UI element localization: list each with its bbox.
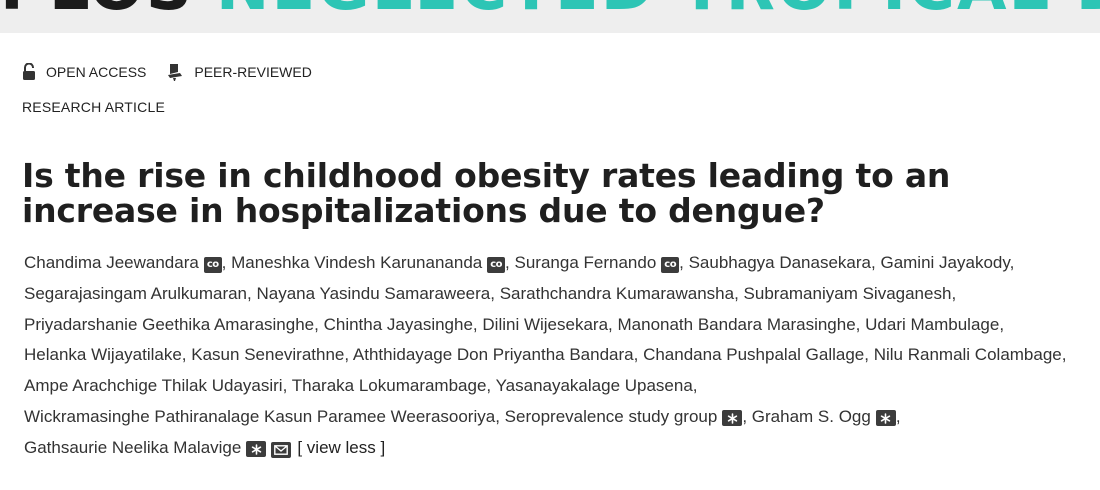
author-name[interactable]: Segarajasingam Arulkumaran <box>24 283 248 303</box>
author-entry: Chandima Jeewandara co, <box>24 253 227 273</box>
author-separator: , <box>490 283 495 303</box>
author-name[interactable]: Nayana Yasindu Samaraweera <box>256 283 491 303</box>
author-entry: Manonath Bandara Marasinghe, <box>618 315 861 334</box>
author-separator: , <box>999 314 1005 334</box>
author-separator: , <box>742 406 748 426</box>
author-separator: , <box>608 314 613 334</box>
author-separator: , <box>855 314 861 334</box>
author-separator: , <box>633 345 639 365</box>
author-name[interactable]: Dilini Wijesekara <box>482 314 609 334</box>
author-separator: , <box>282 376 288 396</box>
author-separator: , <box>472 314 478 334</box>
contributed-equally-tag[interactable]: co <box>487 257 506 273</box>
author-name[interactable]: Aththidayage Don Priyantha Bandara <box>352 345 634 365</box>
author-name[interactable]: Helanka Wijayatilake <box>24 345 182 365</box>
author-entry: Maneshka Vindesh Karunananda co, <box>231 253 510 273</box>
author-separator: , <box>505 253 510 272</box>
author-entry: Priyadarshanie Geethika Amarasinghe, <box>24 315 319 334</box>
author-name[interactable]: Tharaka Lokumarambage <box>291 376 487 396</box>
author-entry: Nilu Ranmali Colambage, <box>874 345 1067 364</box>
author-name[interactable]: Gamini Jayakody <box>880 253 1010 272</box>
author-name[interactable]: Maneshka Vindesh Karunananda <box>231 253 483 272</box>
author-entry: Aththidayage Don Priyantha Bandara, <box>353 345 638 364</box>
author-name[interactable]: Saubhagya Danasekara <box>688 253 871 272</box>
author-name[interactable]: Priyadarshanie Geethika Amarasinghe <box>24 314 315 334</box>
journal-banner[interactable]: PLOS NEGLECTED TROPICAL DISEASES <box>0 0 1100 33</box>
author-entry: Gamini Jayakody, <box>880 253 1014 272</box>
author-name[interactable]: Yasanayakalage Upasena <box>495 376 693 396</box>
peer-reviewed-label: PEER-REVIEWED <box>194 64 312 80</box>
author-separator: , <box>344 345 350 365</box>
author-separator: , <box>495 406 500 426</box>
peer-reviewed-badge: PEER-REVIEWED <box>166 62 312 82</box>
author-name[interactable]: Gathsaurie Neelika Malavige <box>24 437 242 457</box>
author-entry: Chintha Jayasinghe, <box>324 315 478 334</box>
view-less-link[interactable]: [ view less ] <box>297 437 386 457</box>
author-entry: Kasun Senevirathne, <box>191 345 349 364</box>
author-entry: Subramaniyam Sivaganesh, <box>744 284 957 303</box>
author-name[interactable]: Graham S. Ogg <box>751 406 871 426</box>
author-separator: , <box>864 345 869 365</box>
unlocked-padlock-icon <box>23 63 35 80</box>
open-access-label: OPEN ACCESS <box>46 64 147 80</box>
author-separator: , <box>1009 253 1015 272</box>
author-separator: , <box>1061 345 1067 365</box>
author-separator: , <box>247 283 252 303</box>
author-name[interactable]: Subramaniyam Sivaganesh <box>743 283 952 303</box>
author-name[interactable]: Wickramasinghe Pathiranalage Kasun Param… <box>24 406 496 426</box>
asterisk-icon[interactable] <box>722 410 743 427</box>
author-entry: Yasanayakalage Upasena, <box>496 376 698 395</box>
author-name[interactable]: Sarathchandra Kumarawansha <box>499 283 735 303</box>
peer-reviewed-icon <box>168 64 183 81</box>
author-entry: Ampe Arachchige Thilak Udayasiri, <box>24 376 287 395</box>
article-type: RESEARCH ARTICLE <box>22 99 165 115</box>
author-name[interactable]: Udari Mambulage <box>865 314 1000 334</box>
author-separator: , <box>692 376 698 396</box>
author-entry: Wickramasinghe Pathiranalage Kasun Param… <box>24 407 500 426</box>
plos-wordmark: PLOS <box>0 0 194 25</box>
author-entry: Graham S. Ogg, <box>751 406 901 427</box>
author-name[interactable]: Nilu Ranmali Colambage <box>873 345 1062 365</box>
author-entry: Seroprevalence study group, <box>504 406 748 427</box>
author-separator: , <box>314 314 319 334</box>
author-separator: , <box>951 283 957 303</box>
author-name[interactable]: Seroprevalence study group <box>504 406 718 426</box>
article-title: Is the rise in childhood obesity rates l… <box>22 156 951 230</box>
asterisk-icon[interactable] <box>875 410 896 427</box>
article-badges: OPEN ACCESS PEER-REVIEWED <box>22 62 332 82</box>
journal-logo: PLOSNEGLECTED TROPICAL DISEASES <box>0 0 1100 20</box>
author-name[interactable]: Kasun Senevirathne <box>191 345 345 365</box>
author-name[interactable]: Chandima Jeewandara <box>24 253 199 272</box>
author-separator: , <box>221 253 227 272</box>
author-entry: Sarathchandra Kumarawansha, <box>500 284 739 303</box>
author-list: Chandima Jeewandara co, Maneshka Vindesh … <box>24 248 1084 464</box>
author-entry: Udari Mambulage, <box>865 315 1004 334</box>
author-name[interactable]: Ampe Arachchige Thilak Udayasiri <box>24 376 283 396</box>
open-access-badge: OPEN ACCESS <box>22 63 146 81</box>
author-name[interactable]: Chandana Pushpalal Gallage <box>643 345 865 365</box>
author-entry: Segarajasingam Arulkumaran, <box>24 284 252 303</box>
author-entry: Dilini Wijesekara, <box>482 315 612 334</box>
author-entry: Tharaka Lokumarambage, <box>292 376 491 395</box>
author-entry: Suranga Fernando co, <box>514 253 684 273</box>
journal-name: NEGLECTED TROPICAL DISEASES <box>216 0 1100 25</box>
author-entry: Chandana Pushpalal Gallage, <box>643 345 869 364</box>
author-name[interactable]: Suranga Fernando <box>514 253 657 272</box>
author-separator: , <box>895 406 901 426</box>
author-name[interactable]: Manonath Bandara Marasinghe <box>617 314 856 334</box>
author-name[interactable]: Chintha Jayasinghe <box>323 314 473 334</box>
email-icon[interactable] <box>271 441 292 458</box>
author-separator: , <box>871 253 876 272</box>
contributed-equally-tag[interactable]: co <box>661 257 680 273</box>
contributed-equally-tag[interactable]: co <box>203 257 222 273</box>
author-separator: , <box>679 253 684 272</box>
author-entry: Nayana Yasindu Samaraweera, <box>256 284 494 303</box>
author-entry: Helanka Wijayatilake, <box>24 345 187 364</box>
author-separator: , <box>486 376 492 396</box>
asterisk-icon[interactable] <box>246 441 267 458</box>
author-entry: Gathsaurie Neelika Malavige <box>24 437 292 458</box>
author-separator: , <box>734 283 739 303</box>
author-separator: , <box>181 345 187 365</box>
author-entry: Saubhagya Danasekara, <box>689 253 876 272</box>
